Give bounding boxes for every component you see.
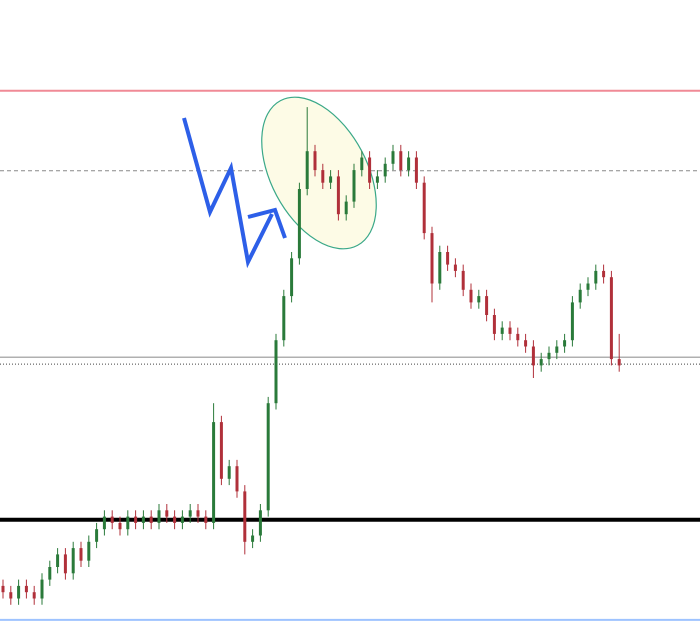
candle-body [383, 163, 387, 177]
candle-body [212, 422, 216, 523]
candle-body [360, 157, 364, 171]
candle-body [539, 359, 543, 366]
candle-body [40, 579, 44, 599]
candle-body [344, 201, 348, 215]
candle-body [570, 302, 574, 341]
candle-body [56, 554, 60, 567]
candle-body [555, 346, 559, 353]
candle-body [531, 346, 535, 366]
candle-body [9, 592, 13, 599]
candle-body [609, 277, 613, 360]
candle-body [227, 466, 231, 479]
candle-body [219, 422, 223, 479]
candle-body [95, 529, 99, 542]
candle-body [17, 585, 21, 599]
candle-body [258, 510, 262, 536]
candle-body [586, 283, 590, 290]
candle-body [446, 252, 450, 265]
candle-body [196, 510, 200, 517]
candle-body [87, 541, 91, 561]
candle-body [149, 516, 153, 523]
candle-body [188, 510, 192, 517]
candle-body [594, 270, 598, 284]
candle-body [110, 516, 114, 523]
candle-body [602, 270, 606, 278]
candle-body [180, 516, 184, 523]
candle-body [453, 264, 457, 271]
candle-body [32, 592, 36, 599]
candle-body [118, 522, 122, 530]
candle-body [48, 567, 52, 580]
candle-body [375, 176, 379, 183]
candles [1, 107, 621, 605]
candle-body [1, 585, 5, 593]
candle-body [157, 510, 161, 523]
candle-body [165, 510, 169, 517]
candle-body [274, 340, 278, 404]
candle-body [516, 333, 520, 341]
candle-body [578, 289, 582, 303]
candle-body [336, 176, 340, 215]
candle-body [492, 315, 496, 334]
candle-body [430, 233, 434, 284]
candle-body [235, 466, 239, 492]
candle-body [313, 151, 317, 171]
candle-body [485, 296, 489, 315]
candle-body [243, 491, 247, 542]
candle-body [282, 296, 286, 341]
candle-body [173, 516, 177, 523]
candle-body [126, 516, 130, 530]
candle-body [79, 548, 83, 561]
candle-body [352, 170, 356, 202]
candle-body [399, 151, 403, 171]
candle-body [266, 403, 270, 511]
candle-body [102, 516, 106, 530]
candle-body [290, 258, 294, 297]
candle-body [524, 340, 528, 347]
candle-body [500, 327, 504, 334]
candle-body [329, 176, 333, 183]
candle-body [422, 182, 426, 234]
zigzag-drawing [182, 117, 274, 269]
candle-body [469, 289, 473, 303]
arrow-head [247, 207, 287, 239]
candle-body [391, 151, 395, 164]
candle-body [71, 548, 75, 574]
candle-body [24, 585, 28, 593]
candle-body [297, 189, 301, 259]
candle-body [63, 554, 67, 574]
candle-body [251, 535, 255, 542]
candle-body [508, 327, 512, 334]
candle-body [305, 151, 309, 189]
highlight-ellipse [261, 96, 377, 250]
candle-body [414, 157, 418, 183]
candle-body [438, 252, 442, 284]
candle-body [407, 157, 411, 171]
candle-body [477, 296, 481, 303]
candle-body [368, 157, 372, 183]
candle-body [547, 352, 551, 360]
candle-body [563, 340, 567, 347]
candle-body [204, 516, 208, 523]
candle-body [134, 516, 138, 523]
candle-body [321, 170, 325, 183]
candle-body [461, 270, 465, 290]
candle-body [141, 516, 145, 523]
candle-body [617, 359, 621, 366]
